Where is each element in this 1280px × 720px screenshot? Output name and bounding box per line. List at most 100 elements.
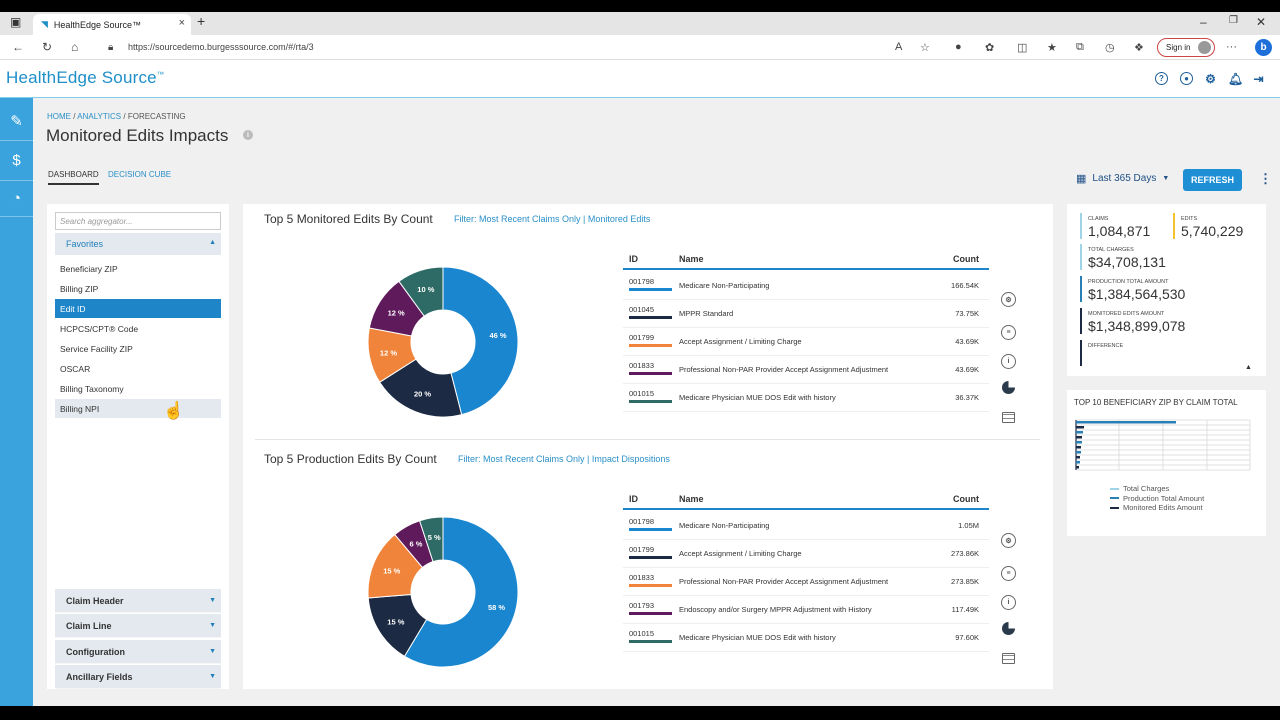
aggregator-item-hcpcs-code[interactable]: HCPCS/CPT® Code	[60, 324, 139, 334]
donut-slice-001798[interactable]	[403, 516, 519, 668]
column-header-count[interactable]: Count	[953, 254, 979, 264]
column-header-name[interactable]: Name	[679, 494, 704, 504]
section-ancillary-fields[interactable]: Ancillary Fields ▼	[55, 665, 221, 689]
aggregator-item-billing-zip[interactable]: Billing ZIP	[60, 284, 99, 294]
column-header-name[interactable]: Name	[679, 254, 704, 264]
aggregator-item-edit-id[interactable]: Edit ID	[55, 299, 221, 318]
tab-decision-cube[interactable]: DECISION CUBE	[108, 170, 172, 179]
aggregator-item-billing-npi[interactable]: Billing NPI	[55, 399, 221, 418]
chevron-down-icon: ▼	[209, 673, 216, 680]
column-header-id[interactable]: ID	[629, 494, 638, 504]
column-header-id[interactable]: ID	[629, 254, 638, 264]
pie-chart-icon[interactable]	[1002, 622, 1015, 635]
date-range-select[interactable]: ▦ Last 365 Days ▼	[1076, 172, 1169, 185]
info-icon[interactable]: i	[1001, 595, 1016, 610]
rail-dollar-icon[interactable]: $	[0, 141, 33, 181]
donut-slice-001015[interactable]	[398, 266, 444, 317]
rail-edit-icon[interactable]: ✎	[0, 101, 33, 141]
rail-dashboard-gauge-icon[interactable]: ◔	[0, 181, 33, 217]
table-row[interactable]: 001798 Medicare Non-Participating 1.05M	[623, 512, 989, 540]
help-icon[interactable]: ?	[1155, 72, 1168, 85]
notifications-bell-icon[interactable]: 🔔︎	[1227, 71, 1244, 86]
bing-icon[interactable]: b	[1255, 39, 1272, 56]
url-field[interactable]: https://sourcedemo.burgesssource.com/#/r…	[128, 42, 314, 52]
close-tab-icon[interactable]: ×	[178, 17, 185, 29]
new-tab-icon[interactable]: +	[197, 13, 206, 29]
column-header-count[interactable]: Count	[953, 494, 979, 504]
browser-tab[interactable]: ◥ HealthEdge Source™ ×	[33, 14, 191, 35]
refresh-button[interactable]: REFRESH	[1183, 169, 1242, 191]
list-icon[interactable]: ≡	[1001, 566, 1016, 581]
minimize-icon[interactable]: –	[1200, 15, 1207, 29]
collections-icon[interactable]: ⧉	[1076, 41, 1084, 53]
pie-chart-icon[interactable]	[1002, 381, 1015, 394]
donut-slice-001798[interactable]	[442, 266, 519, 416]
app-logo[interactable]: HealthEdge Source™	[6, 68, 164, 88]
copilot-icon[interactable]: ❖	[1134, 42, 1144, 54]
table-grid-icon[interactable]	[1002, 412, 1015, 423]
user-icon[interactable]: ●	[1180, 72, 1193, 85]
zip-bar	[1076, 446, 1081, 449]
donut-slice-001045[interactable]	[378, 358, 463, 418]
table-grid-icon[interactable]	[1002, 653, 1015, 664]
breadcrumb-home[interactable]: HOME	[47, 112, 71, 121]
legend-item[interactable]: Production Total Amount	[1110, 494, 1204, 504]
more-menu-icon[interactable]: ⋮	[1259, 171, 1272, 186]
section-claim-line[interactable]: Claim Line ▼	[55, 614, 221, 638]
history-icon[interactable]: ◷	[1105, 42, 1115, 54]
more-options-icon[interactable]: ···	[1226, 41, 1237, 53]
back-icon[interactable]: ←	[12, 40, 24, 54]
read-aloud-icon[interactable]: A	[895, 41, 903, 53]
section-claim-header[interactable]: Claim Header ▼	[55, 589, 221, 613]
list-icon[interactable]: ≡	[1001, 325, 1016, 340]
table-row[interactable]: 001015 Medicare Physician MUE DOS Edit wi…	[623, 384, 989, 412]
info-icon[interactable]: i	[1001, 354, 1016, 369]
monitored-filter[interactable]: Filter: Most Recent Claims Only | Monito…	[454, 214, 650, 224]
table-row[interactable]: 001015 Medicare Physician MUE DOS Edit wi…	[623, 624, 989, 652]
settings-gear-icon[interactable]: ⚙	[1001, 292, 1016, 307]
aggregator-item-service-facility-zip[interactable]: Service Facility ZIP	[60, 344, 133, 354]
info-icon[interactable]: i	[243, 130, 253, 140]
section-configuration[interactable]: Configuration ▼	[55, 640, 221, 664]
lock-icon[interactable]: 🔒︎	[108, 42, 114, 53]
close-window-icon[interactable]: ✕	[1256, 15, 1267, 29]
aggregator-item-billing-taxonomy[interactable]: Billing Taxonomy	[60, 384, 124, 394]
row-count: 43.69K	[955, 365, 979, 374]
sign-in-button[interactable]: Sign in	[1157, 38, 1215, 57]
home-icon[interactable]: ⌂	[71, 40, 79, 54]
table-row[interactable]: 001799 Accept Assignment / Limiting Charg…	[623, 328, 989, 356]
table-row[interactable]: 001045 MPPR Standard 73.75K	[623, 300, 989, 328]
favorites-header[interactable]: Favorites ▲	[55, 233, 221, 255]
aggregator-item-beneficiary-zip[interactable]: Beneficiary ZIP	[60, 264, 118, 274]
monitored-edits-donut-chart[interactable]: 46 % 20 % 12 % 12 % 10 %	[367, 266, 519, 418]
production-filter[interactable]: Filter: Most Recent Claims Only | Impact…	[458, 454, 670, 464]
table-row[interactable]: 001799 Accept Assignment / Limiting Charg…	[623, 540, 989, 568]
donut-slice-001015[interactable]	[418, 516, 444, 563]
puzzle-icon[interactable]: ✿	[985, 42, 995, 54]
favorites-icon[interactable]: ★	[1047, 42, 1057, 54]
favorite-star-icon[interactable]: ☆	[920, 42, 930, 54]
stat-label: DIFFERENCE	[1088, 343, 1124, 349]
logout-icon[interactable]: ⇥	[1253, 71, 1264, 86]
production-edits-donut-chart[interactable]: 58 % 15 % 15 % 6 % 5 %	[367, 516, 519, 668]
browser-address-bar: ← ↻ ⌂ 🔒︎ https://sourcedemo.burgesssourc…	[0, 35, 1280, 60]
legend-item[interactable]: Monitored Edits Amount	[1110, 503, 1204, 513]
legend-item[interactable]: Total Charges	[1110, 484, 1204, 494]
table-row[interactable]: 001793 Endoscopy and/or Surgery MPPR Adju…	[623, 596, 989, 624]
extension-icon[interactable]: ●	[955, 41, 962, 53]
table-row[interactable]: 001833 Professional Non-PAR Provider Acce…	[623, 568, 989, 596]
expand-caret-icon[interactable]: ▲	[1245, 364, 1252, 371]
filter-label: Filter:	[454, 214, 477, 224]
tab-dashboard[interactable]: DASHBOARD	[48, 170, 99, 185]
table-row[interactable]: 001833 Professional Non-PAR Provider Acce…	[623, 356, 989, 384]
aggregator-search-input[interactable]: Search aggregator...	[55, 212, 221, 230]
reload-icon[interactable]: ↻	[42, 40, 53, 54]
maximize-icon[interactable]: ❐	[1229, 15, 1238, 26]
settings-gear-icon[interactable]: ⚙	[1001, 533, 1016, 548]
tab-actions-icon[interactable]: ▣	[10, 15, 22, 29]
aggregator-item-oscar[interactable]: OSCAR	[60, 364, 91, 374]
split-screen-icon[interactable]: ◫	[1017, 42, 1028, 54]
breadcrumb-analytics[interactable]: ANALYTICS	[77, 112, 122, 121]
table-row[interactable]: 001798 Medicare Non-Participating 166.54K	[623, 272, 989, 300]
settings-sliders-icon[interactable]: ⚙	[1205, 71, 1216, 86]
